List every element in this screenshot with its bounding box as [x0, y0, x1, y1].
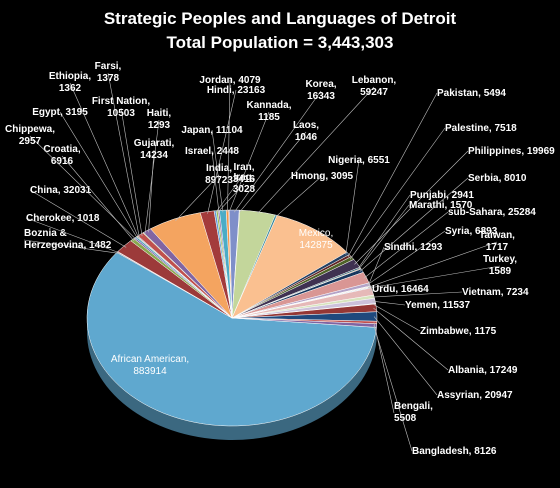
- slice-label: Ethiopia, 1362: [49, 71, 91, 94]
- leader-line: [69, 82, 140, 239]
- leader-line: [107, 72, 140, 238]
- slice-label: Hindi, 23163: [207, 85, 266, 96]
- leader-line: [363, 211, 449, 279]
- slice-label: African American, 883914: [111, 354, 189, 377]
- slice-label: Laos, 1046: [293, 120, 319, 143]
- leader-line: [59, 111, 139, 239]
- leader-line: [257, 86, 375, 215]
- leader-line: [373, 316, 438, 396]
- leader-line: [349, 127, 446, 260]
- slice-label: Albania, 17249: [448, 365, 518, 376]
- leader-line: [275, 175, 323, 218]
- slice-label: Nigeria, 6551: [328, 155, 390, 166]
- leader-line: [227, 79, 231, 213]
- slice-label: Assyrian, 20947: [437, 390, 513, 401]
- slice-label: Israel, 2448: [185, 146, 239, 157]
- pie-slice-bangladesh: [231, 317, 378, 328]
- leader-line: [217, 183, 245, 213]
- slice-label: Mexico, 142875: [299, 228, 333, 251]
- chart-title: Strategic Peoples and Languages of Detro…: [103, 9, 457, 28]
- slice-label: Marathi, 1570: [409, 200, 473, 211]
- leader-line: [61, 155, 135, 242]
- slice-label: Farsi, 1378: [95, 61, 122, 84]
- leader-line: [372, 303, 421, 332]
- slice-label: Hmong, 3095: [291, 171, 354, 182]
- slice-label: Lebanon, 59247: [352, 75, 397, 98]
- leader-line: [211, 129, 224, 213]
- leader-line: [23, 239, 120, 254]
- leader-line: [347, 92, 438, 257]
- slice-label: Syria, 6893: [445, 226, 498, 237]
- slice-label: Iran, 3416: [233, 162, 256, 185]
- slice-label: sub-Sahara, 25284: [448, 207, 536, 218]
- leader-line: [367, 241, 498, 288]
- leader-line: [372, 300, 406, 306]
- pie-slices: [86, 209, 378, 427]
- leader-line: [175, 174, 220, 222]
- chart-subtitle: Total Population = 3,443,303: [166, 33, 394, 52]
- leader-line: [354, 150, 469, 265]
- leader-line: [234, 90, 322, 213]
- slice-label: Palestine, 7518: [445, 123, 517, 134]
- slice-label: Korea, 16343: [305, 79, 336, 102]
- leader-line: [25, 217, 120, 254]
- slice-label: Bengali, 5508: [394, 401, 433, 424]
- slice-label: Boznia & Herzegovina, 1482: [24, 228, 112, 251]
- leader-line: [369, 288, 373, 293]
- leader-line: [359, 177, 469, 272]
- slice-label: Haiti, 1293: [147, 108, 172, 131]
- leader-line: [373, 325, 413, 452]
- slice-label: India, 89723: [205, 163, 233, 186]
- slice-label: Serbia, 8010: [468, 173, 527, 184]
- slice-label: Vietnam, 7234: [462, 287, 529, 298]
- leader-line: [29, 135, 137, 240]
- leader-line: [367, 246, 385, 287]
- slice-label: First Nation, 10503: [92, 96, 151, 119]
- leader-line: [345, 159, 360, 255]
- slice-label: Punjabi, 2941: [410, 190, 474, 201]
- slice-label: Pakistan, 5494: [437, 88, 506, 99]
- leader-line: [228, 111, 270, 213]
- leader-line: [215, 173, 245, 214]
- pie-slice-african-american: [86, 252, 377, 427]
- leader-line: [373, 307, 449, 371]
- pie-labels: African American, 883914 Boznia & Herzegovi…: [5, 61, 555, 457]
- leader-line: [148, 149, 155, 233]
- slice-label: Jordan, 4079: [199, 75, 261, 86]
- slice-label: Kannada, 1185: [246, 100, 291, 123]
- leader-line: [29, 189, 127, 248]
- slice-label: Chippewa, 2957: [5, 124, 55, 147]
- slice-label: Philippines, 19969: [468, 146, 555, 157]
- slice-label: Japan, 11104: [181, 125, 243, 136]
- slice-label: Yemen, 11537: [405, 300, 470, 311]
- slice-label: Cherokee, 1018: [26, 213, 100, 224]
- slice-label: Iraq, 3028: [233, 172, 256, 195]
- pie-slice-mexico: [231, 215, 348, 319]
- slice-label: Sindhi, 1293: [384, 242, 443, 253]
- slice-label: Turkey, 1589: [483, 254, 517, 277]
- leader-line: [368, 265, 501, 289]
- slice-label: Gujarati, 14234: [134, 138, 175, 161]
- leader-line: [358, 204, 410, 270]
- leader-line: [207, 89, 237, 214]
- leader-line: [211, 150, 220, 213]
- slice-label: Taiwan, 1717: [479, 230, 515, 253]
- leader-line: [120, 107, 143, 237]
- leader-line: [366, 230, 446, 286]
- leader-line: [357, 194, 411, 269]
- slice-label: China, 32031: [30, 185, 92, 196]
- slice-label: Zimbabwe, 1175: [420, 326, 497, 337]
- slice-label: Egypt, 3195: [32, 107, 88, 118]
- slice-label: Croatia, 6916: [43, 144, 80, 167]
- leader-line: [239, 131, 307, 213]
- slice-label: Bangladesh, 8126: [412, 446, 497, 457]
- leader-line: [371, 291, 463, 298]
- slice-label: Urdu, 16464: [372, 284, 429, 295]
